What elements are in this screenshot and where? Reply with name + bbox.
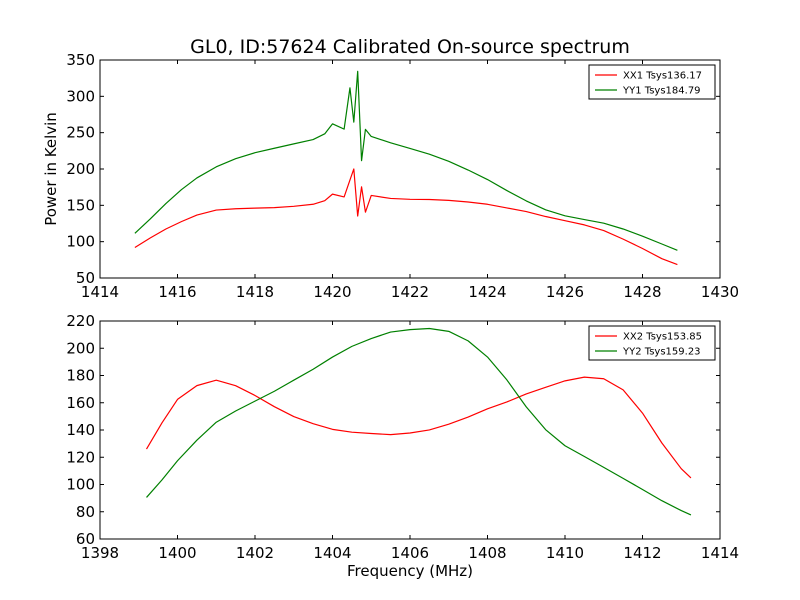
y-tick-label: 100 bbox=[66, 476, 95, 494]
legend-box bbox=[588, 325, 716, 361]
x-tick-label: 1418 bbox=[236, 283, 274, 301]
y-tick-label: 150 bbox=[66, 196, 95, 214]
x-tick-label: 1412 bbox=[623, 544, 661, 562]
bottom-spectrum-panel: 1398 1400 1402 1404 1406 1408 1410 1412 1414 60 80… bbox=[66, 312, 739, 580]
x-tick-label: 1428 bbox=[623, 283, 661, 301]
x-tick-label: 1420 bbox=[313, 283, 351, 301]
top-spectrum-panel: 1414 1416 1418 1420 1422 1424 1426 1428 1430 50 10… bbox=[42, 51, 739, 301]
series-line-2 bbox=[134, 70, 678, 251]
x-tick-label: 1424 bbox=[468, 283, 506, 301]
x-tick-label: 1408 bbox=[468, 544, 506, 562]
x-tick-label: 1430 bbox=[701, 283, 739, 301]
x-tick-label: 1414 bbox=[701, 544, 739, 562]
series-line-2 bbox=[146, 327, 692, 516]
series-line-1 bbox=[145, 376, 692, 479]
x-tick-label: 1416 bbox=[158, 283, 196, 301]
x-axis-label: Frequency (MHz) bbox=[347, 562, 473, 580]
x-tick-label: 1406 bbox=[391, 544, 429, 562]
y-tick-label: 140 bbox=[66, 421, 95, 439]
legend-label-2: YY2 Tsys159.23 bbox=[622, 347, 701, 358]
y-tick-label: 120 bbox=[66, 448, 95, 466]
series-line-1 bbox=[134, 168, 678, 266]
legend-label-1: XX1 Tsys136.17 bbox=[623, 71, 702, 82]
y-tick-label: 160 bbox=[66, 394, 95, 412]
y-tick-label: 250 bbox=[66, 124, 95, 142]
plot-area bbox=[134, 70, 678, 266]
figure-title: GL0, ID:57624 Calibrated On-source spect… bbox=[190, 36, 630, 58]
y-tick-label: 220 bbox=[66, 312, 95, 330]
x-tick-label: 1414 bbox=[81, 283, 119, 301]
plot-area bbox=[145, 327, 692, 516]
y-tick-label: 200 bbox=[66, 339, 95, 357]
x-tick-label: 1402 bbox=[236, 544, 274, 562]
x-tick-label: 1400 bbox=[158, 544, 196, 562]
y-tick-label: 80 bbox=[76, 503, 95, 521]
y-axis-label: Power in Kelvin bbox=[42, 112, 60, 226]
y-tick-label: 180 bbox=[66, 367, 95, 385]
x-tick-label: 1398 bbox=[81, 544, 119, 562]
y-tick-label: 100 bbox=[66, 233, 95, 251]
legend-label-1: XX2 Tsys153.85 bbox=[623, 332, 702, 343]
legend-box bbox=[588, 64, 716, 100]
y-tick-label: 60 bbox=[76, 530, 95, 548]
x-tick-label: 1410 bbox=[546, 544, 584, 562]
y-tick-label: 50 bbox=[76, 269, 95, 287]
x-tick-label: 1426 bbox=[546, 283, 584, 301]
legend-label-2: YY1 Tsys184.79 bbox=[622, 86, 701, 97]
x-tick-label: 1422 bbox=[391, 283, 429, 301]
y-tick-label: 350 bbox=[66, 51, 95, 69]
legend: XX1 Tsys136.17 YY1 Tsys184.79 bbox=[588, 64, 716, 100]
y-tick-label: 200 bbox=[66, 160, 95, 178]
legend: XX2 Tsys153.85 YY2 Tsys159.23 bbox=[588, 325, 716, 361]
y-tick-label: 300 bbox=[66, 87, 95, 105]
x-tick-label: 1404 bbox=[313, 544, 351, 562]
